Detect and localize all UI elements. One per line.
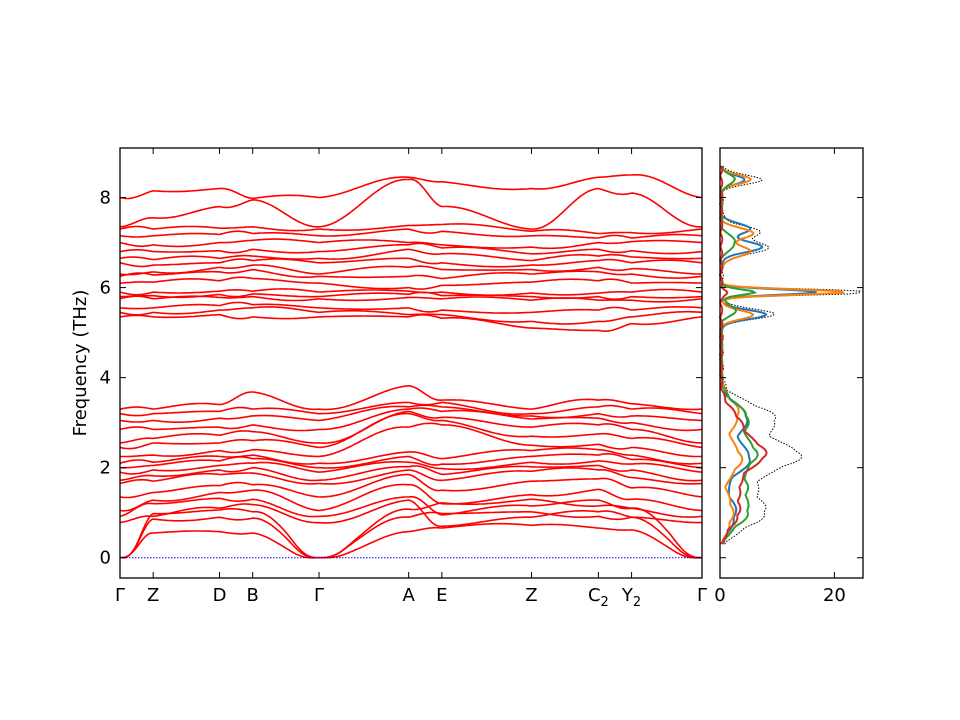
phonon-band-line [119,407,703,432]
dos-plot-frame [719,147,864,579]
dos-panel: 0 20 [714,147,864,606]
y-tick-label: 0 [100,548,111,569]
band-plot-frame [119,147,703,579]
phonon-band-line [119,288,703,296]
phonon-band-line [119,257,703,268]
partial-dos-line [718,165,768,545]
phonon-band-line [120,511,702,559]
phonon-band-line [120,522,703,559]
phonon-band-line [120,291,703,301]
phonon-band-line [119,242,703,255]
phonon-band-line [119,174,703,200]
y-tick-label: 4 [100,368,111,389]
phonon-band-line [119,276,703,290]
phonon-band-line [119,495,703,518]
dos-x-tick-label: 0 [714,585,725,606]
dos-curves [718,165,861,545]
y-tick-label: 6 [100,278,111,299]
phonon-band-line [119,410,702,444]
x-tick-label: Z [525,585,537,606]
band-curves [119,174,703,559]
partial-dos-line [718,165,759,545]
x-tick-label: D [213,585,227,606]
phonon-band-line [119,301,703,314]
dos-y-ticks [720,197,863,559]
phonon-band-line [119,467,703,485]
x-tick-label: A [403,585,416,606]
phonon-band-line [119,228,703,239]
phonon-band-line [119,460,703,475]
y-axis-label: Frequency (THz) [70,290,91,437]
phonon-band-line [119,264,702,276]
phonon-band-line [119,223,703,235]
phonon-band-line [119,306,703,325]
phonon-band-line [119,412,703,450]
phonon-band-line [119,238,703,250]
phonon-band-line [120,452,703,469]
phonon-band-line [119,178,703,230]
phonon-band-line [119,464,703,482]
x-tick-label: Z [147,585,159,606]
phonon-band-line [119,499,702,528]
phonon-band-line [119,384,702,411]
x-tick-label: Γ [115,585,125,606]
x-tick-label: Γ [314,585,324,606]
x-tick-label: Γ [697,585,707,606]
phonon-band-line [120,498,702,559]
phonon-band-line [119,473,703,499]
phonon-band-line [119,447,703,465]
phonon-band-line [119,295,703,303]
phonon-band-line [119,313,703,333]
phonon-band-line [119,401,703,417]
phonon-band-line [119,268,703,280]
phonon-band-line [119,422,703,458]
dos-x-tick-label: 20 [823,585,846,606]
phonon-band-line [119,483,703,512]
phonon-band-line [119,248,703,262]
x-tick-label: E [436,585,447,606]
y-tick-label: 8 [100,188,111,209]
phonon-band-line [119,404,702,423]
x-tick-label: B [247,585,259,606]
band-y-ticks: 0 2 4 6 8 [100,188,702,569]
y-tick-label: 2 [100,458,111,479]
